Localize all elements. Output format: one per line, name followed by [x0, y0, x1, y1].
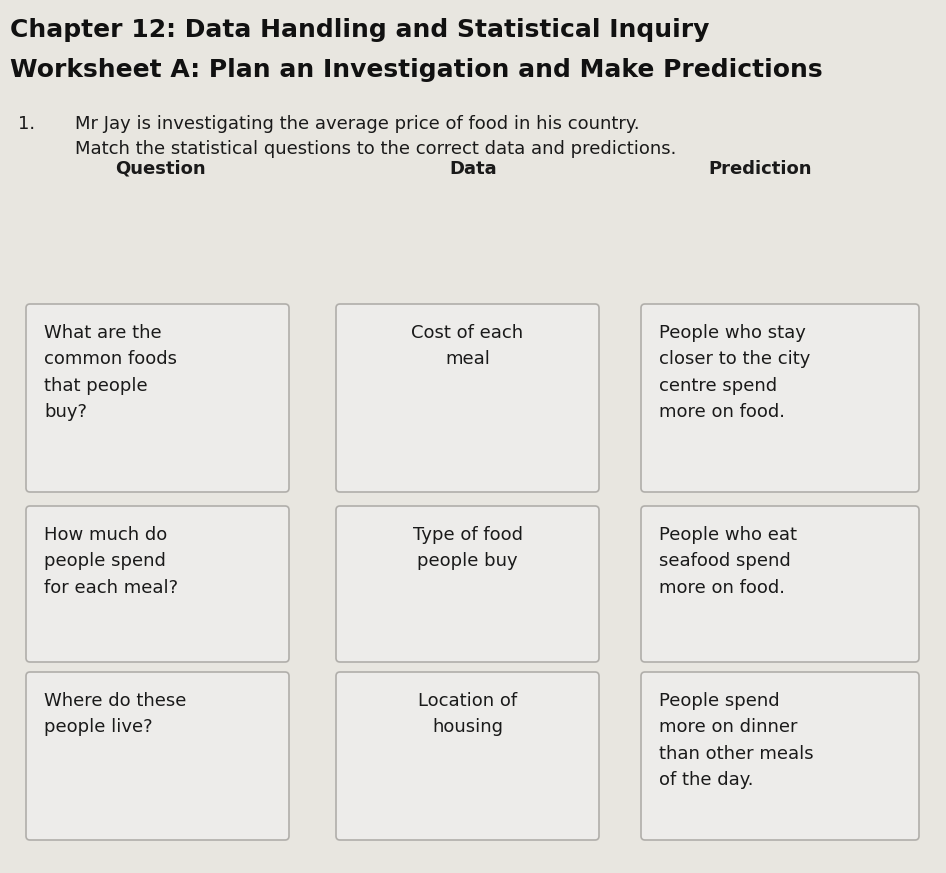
- Text: 1.: 1.: [18, 115, 35, 133]
- Text: What are the
common foods
that people
buy?: What are the common foods that people bu…: [44, 324, 177, 421]
- Text: Prediction: Prediction: [709, 160, 812, 178]
- Text: Chapter 12: Data Handling and Statistical Inquiry: Chapter 12: Data Handling and Statistica…: [10, 18, 709, 42]
- Text: Match the statistical questions to the correct data and predictions.: Match the statistical questions to the c…: [75, 140, 676, 158]
- FancyBboxPatch shape: [641, 672, 919, 840]
- Text: Worksheet A: Plan an Investigation and Make Predictions: Worksheet A: Plan an Investigation and M…: [10, 58, 823, 82]
- FancyBboxPatch shape: [336, 506, 599, 662]
- Text: How much do
people spend
for each meal?: How much do people spend for each meal?: [44, 526, 178, 597]
- Text: Data: Data: [449, 160, 497, 178]
- FancyBboxPatch shape: [336, 672, 599, 840]
- Text: Cost of each
meal: Cost of each meal: [412, 324, 523, 368]
- FancyBboxPatch shape: [26, 672, 289, 840]
- Text: People who eat
seafood spend
more on food.: People who eat seafood spend more on foo…: [659, 526, 797, 597]
- Text: Mr Jay is investigating the average price of food in his country.: Mr Jay is investigating the average pric…: [75, 115, 639, 133]
- Text: Location of
housing: Location of housing: [418, 692, 517, 737]
- Text: People spend
more on dinner
than other meals
of the day.: People spend more on dinner than other m…: [659, 692, 814, 789]
- Text: Question: Question: [114, 160, 205, 178]
- Text: Where do these
people live?: Where do these people live?: [44, 692, 186, 737]
- FancyBboxPatch shape: [641, 506, 919, 662]
- Text: Type of food
people buy: Type of food people buy: [412, 526, 522, 570]
- FancyBboxPatch shape: [26, 304, 289, 492]
- Text: People who stay
closer to the city
centre spend
more on food.: People who stay closer to the city centr…: [659, 324, 811, 421]
- FancyBboxPatch shape: [336, 304, 599, 492]
- FancyBboxPatch shape: [26, 506, 289, 662]
- FancyBboxPatch shape: [641, 304, 919, 492]
